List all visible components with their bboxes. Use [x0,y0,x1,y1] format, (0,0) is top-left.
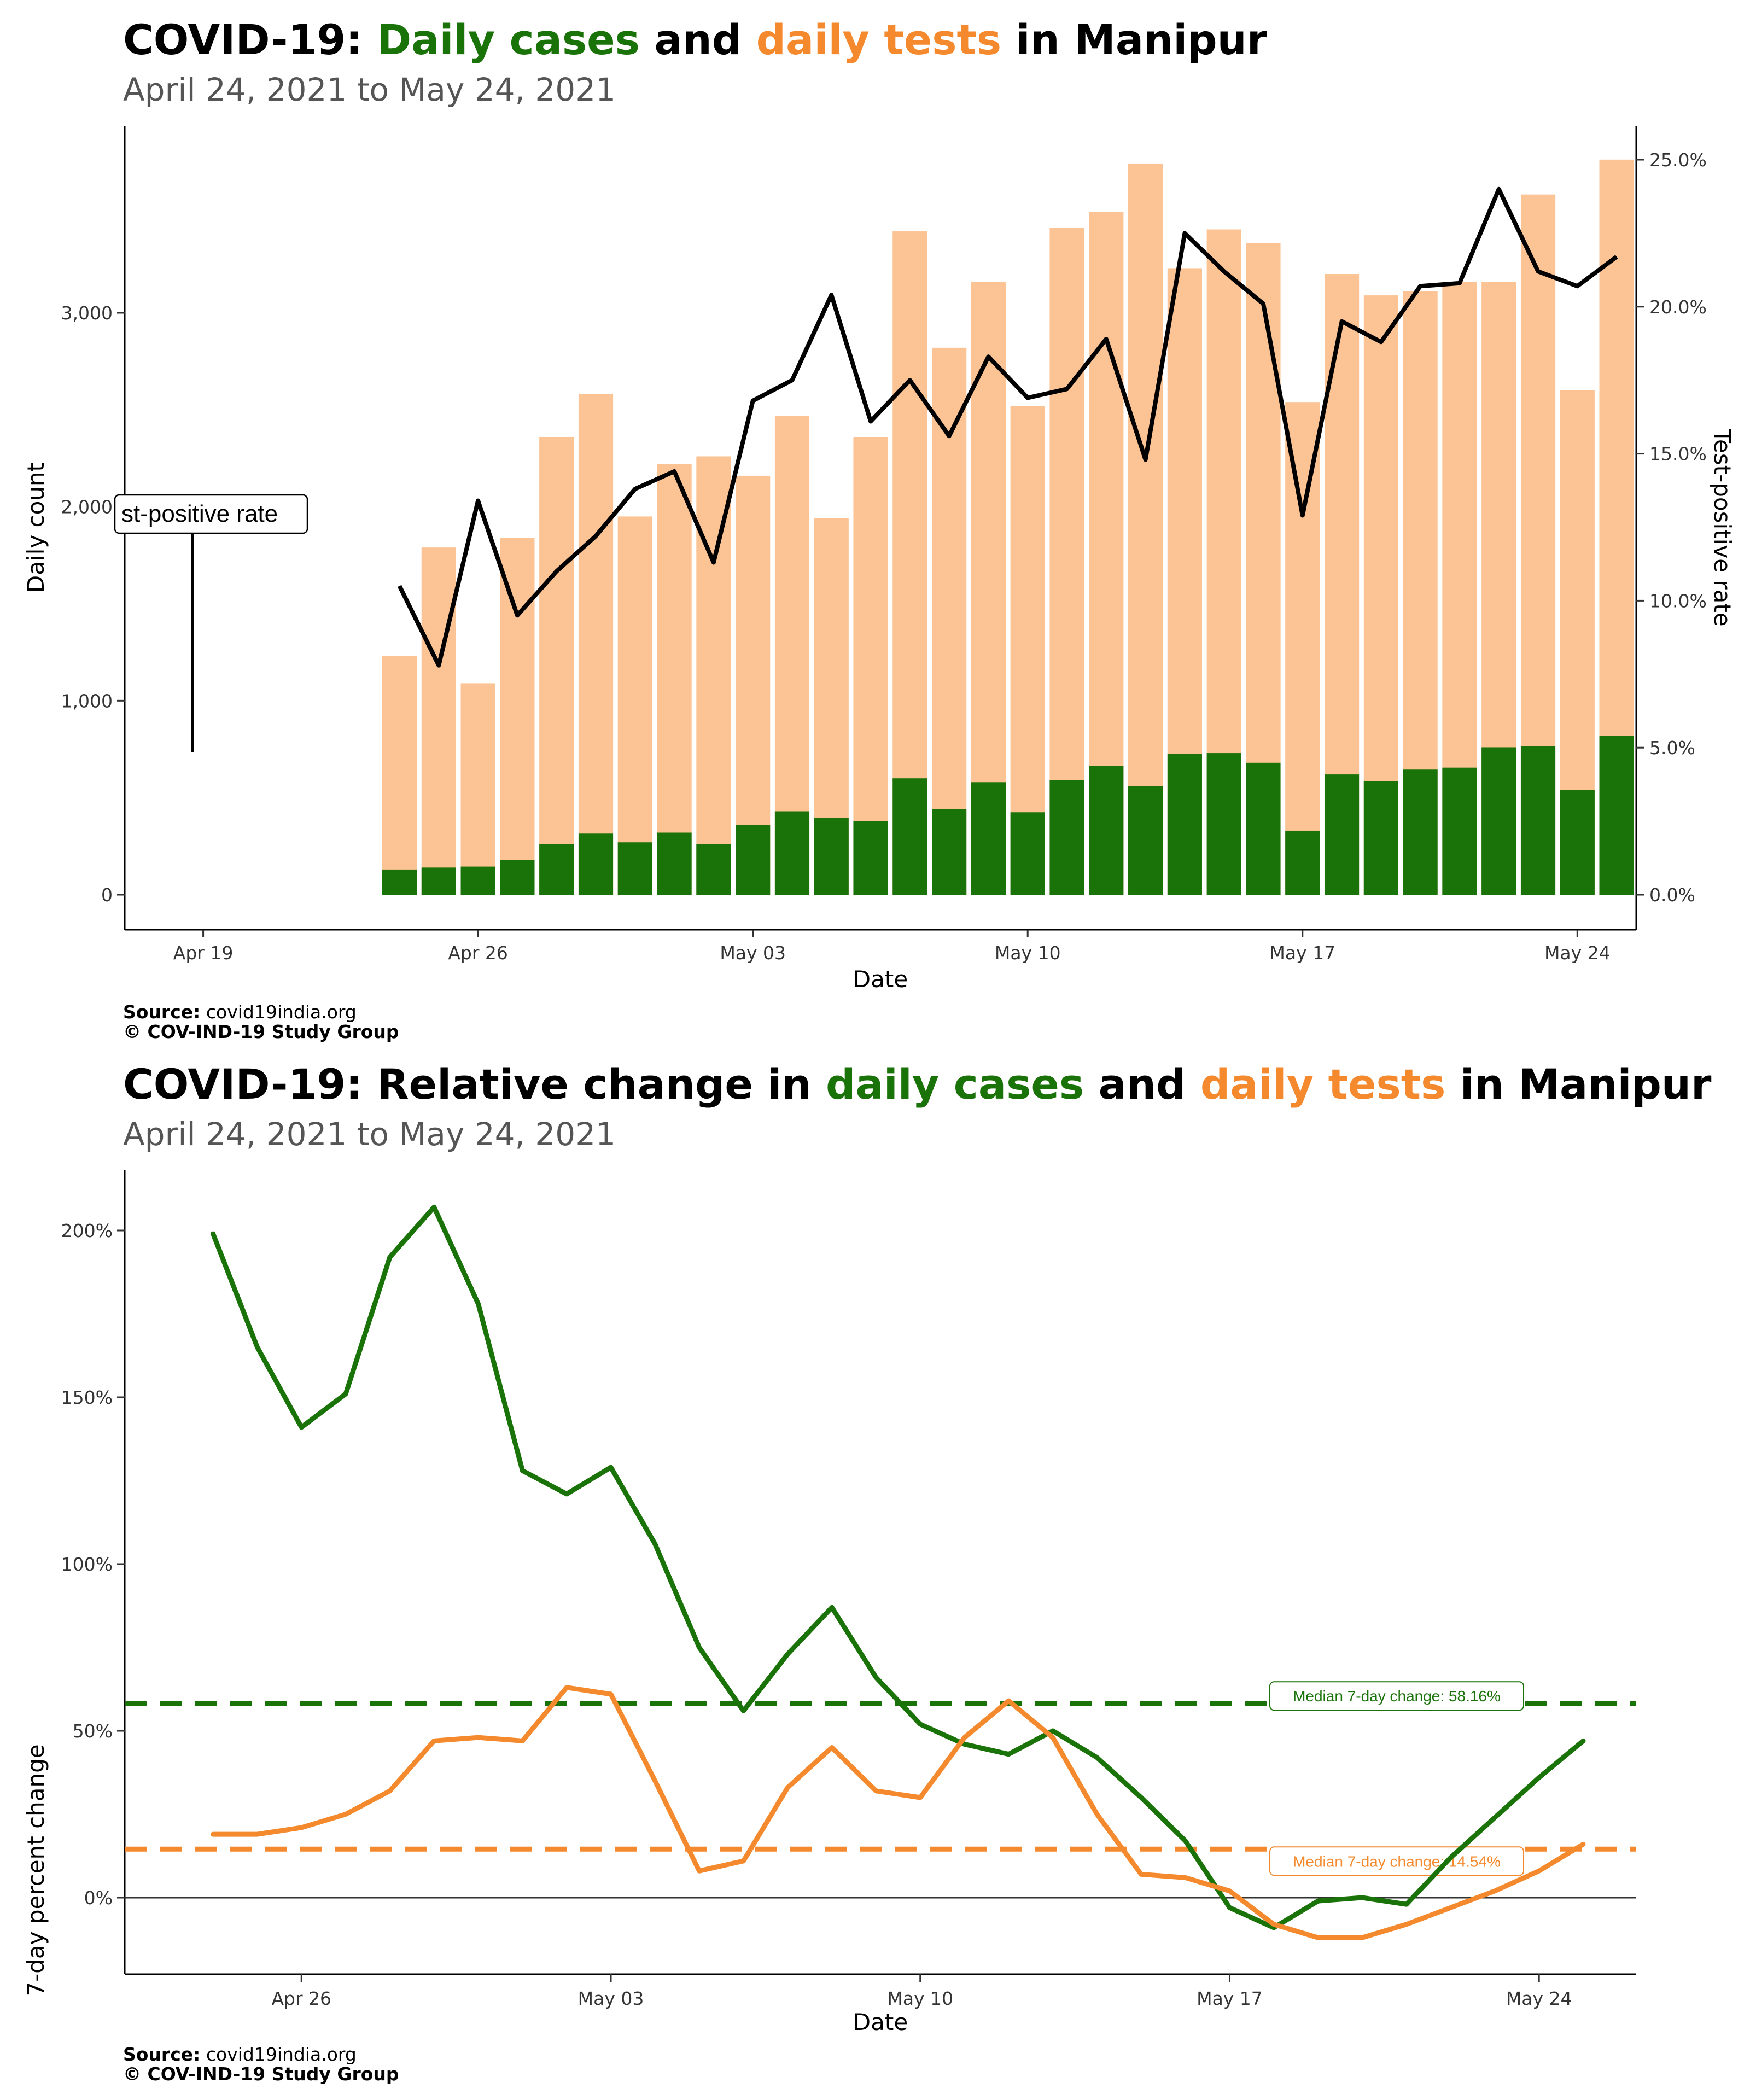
y2-tick-label: 5.0% [1649,737,1695,759]
tests-bar [617,516,652,895]
annotation-box [114,494,308,534]
y-tick-label: 1,000 [61,690,113,711]
cases-bar [1128,786,1163,895]
y2-tick-label: 25.0% [1649,149,1707,171]
y2-tick-label: 15.0% [1649,444,1707,465]
source-note: Source: covid19india.org [123,1001,357,1023]
cases-bar [1206,753,1241,895]
x-axis-title: Date [853,966,908,993]
median-label: Median 7-day change: 14.54% [1293,1853,1501,1870]
cases-bar [892,778,928,895]
tests-change-line [211,1685,1586,1940]
tests-bar [853,436,888,895]
cases-bar [971,782,1006,895]
cases-bar [736,825,771,895]
cases-bar [853,821,888,895]
y-tick-label: 2,000 [61,497,113,518]
cases-bar [1442,767,1477,895]
x-tick-label: Apr 19 [173,942,234,964]
tests-bar [932,347,967,895]
tests-bar [382,656,417,895]
tests-bar [500,538,535,895]
cases-bar [539,844,574,895]
cases-bar [1403,769,1438,895]
y-tick-label: 0 [101,884,113,906]
y-tick-label: 100% [61,1554,113,1575]
x-tick-label: May 17 [1269,942,1335,964]
median-label-box [1269,1846,1524,1876]
y-tick-label: 50% [73,1720,113,1742]
cases-bar [1324,774,1360,895]
annotation-label: st-positive rate [121,500,278,527]
cases-bar [932,809,967,895]
x-tick-label: May 03 [578,1988,644,2009]
y-tick-label: 3,000 [61,302,113,324]
x-tick-label: May 24 [1506,1988,1572,2009]
cases-bar [1599,736,1634,895]
cases-bar [421,867,456,895]
cases-bar [1246,762,1281,895]
cases-bar [1089,766,1124,895]
y-axis-title-2: 7-day percent change [22,1744,49,1996]
median-label-box [1269,1681,1524,1711]
tests-bar [578,394,614,895]
cases-bar [1363,781,1398,895]
test-positive-rate-line [397,186,1618,668]
x-tick-label: May 24 [1544,942,1611,964]
cases-tests-panel: COVID-19: Daily cases and daily tests in… [0,0,1750,1045]
y2-tick-label: 10.0% [1649,590,1707,611]
relative-change-panel: COVID-19: Relative change in daily cases… [0,1045,1750,2100]
cases-bar [382,869,417,895]
cases-bar [500,860,535,895]
x-tick-label: Apr 26 [448,942,508,964]
cases-bar [1049,780,1084,895]
cases-bar [578,833,614,895]
cases-bar [1285,830,1320,895]
y2-tick-label: 0.0% [1649,884,1695,906]
cases-change-line [211,1204,1586,1930]
cases-bar [696,844,731,895]
chart-subtitle-2: April 24, 2021 to May 24, 2021 [123,1116,616,1153]
source-note-2: Source: covid19india.org [123,2044,357,2065]
tests-bar [539,436,574,895]
y-tick-label: 200% [61,1220,113,1241]
median-label: Median 7-day change: 58.16% [1293,1688,1501,1705]
cases-bar [460,866,495,895]
relative-change-chart: 0% 50% 100% 150% 200% Apr 26 May 03 May 10 May 1… [22,1170,1636,2035]
cases-tests-chart: 0 1,000 2,000 3,000 0.0% 5.0% 10.0% 15.0% 20.0% 2… [22,126,1736,993]
y2-axis-title: Test-positive rate [1709,428,1736,626]
copyright-note-2: © COV-IND-19 Study Group [123,2063,399,2085]
cases-bar [1167,754,1202,895]
cases-bar [814,818,849,895]
y-axis-title: Daily count [22,463,49,593]
y-tick-label: 0% [84,1887,113,1909]
tests-bar [1285,402,1320,895]
x-axis-title-2: Date [853,2009,908,2035]
cases-bar [1481,747,1516,895]
x-tick-label: Apr 26 [271,1988,331,2009]
chart-title: COVID-19: Daily cases and daily tests in… [123,15,1268,64]
cases-bar [1520,746,1556,895]
x-tick-label: May 10 [995,942,1061,964]
cases-bar [1010,812,1045,895]
chart-title-2: COVID-19: Relative change in daily cases… [123,1060,1712,1109]
copyright-note: © COV-IND-19 Study Group [123,1021,399,1042]
y2-tick-label: 20.0% [1649,296,1707,318]
cases-bar [1560,790,1595,895]
cases-bar [657,832,692,895]
tests-bar [696,456,731,895]
cases-bar [617,842,652,895]
cases-bar [774,811,810,895]
y-tick-label: 150% [61,1387,113,1408]
tests-bar [460,683,495,895]
x-tick-label: May 03 [720,942,786,964]
x-tick-label: May 10 [887,1988,953,2009]
tests-bar [421,547,456,895]
chart-subtitle: April 24, 2021 to May 24, 2021 [123,71,616,108]
tests-bar [1128,163,1163,895]
tests-bar [657,464,692,895]
x-tick-label: May 17 [1197,1988,1263,2009]
